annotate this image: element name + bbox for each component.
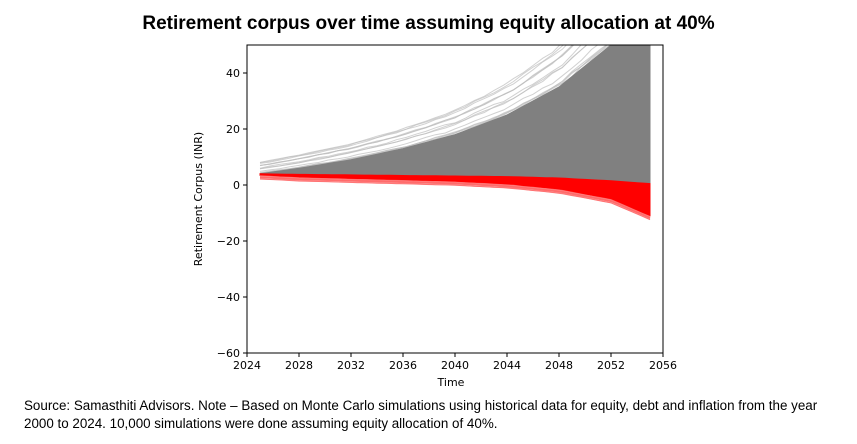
simulation-line bbox=[259, 175, 651, 217]
simulation-line bbox=[259, 45, 561, 163]
plot-area bbox=[259, 45, 651, 221]
source-note: Source: Samasthiti Advisors. Note – Base… bbox=[24, 398, 818, 431]
x-tick-label: 2036 bbox=[389, 359, 417, 372]
y-tick-label: −40 bbox=[217, 291, 240, 304]
x-axis-label: Time bbox=[437, 376, 465, 389]
x-tick-label: 2052 bbox=[597, 359, 625, 372]
y-tick-label: 0 bbox=[233, 179, 240, 192]
y-tick-label: 40 bbox=[226, 67, 240, 80]
simulation-line bbox=[259, 45, 599, 172]
simulation-line bbox=[259, 45, 568, 164]
simulation-line bbox=[259, 176, 651, 218]
simulation-line bbox=[259, 45, 574, 166]
y-axis-label: Retirement Corpus (INR) bbox=[192, 132, 205, 266]
y-axis: −60 −40 −20 0 20 40 bbox=[217, 67, 247, 360]
y-tick-label: −20 bbox=[217, 235, 240, 248]
x-tick-label: 2048 bbox=[545, 359, 573, 372]
x-tick-label: 2040 bbox=[441, 359, 469, 372]
simulation-line bbox=[259, 45, 582, 169]
x-tick-label: 2028 bbox=[285, 359, 313, 372]
y-tick-label: 20 bbox=[226, 123, 240, 136]
red-simulation-band bbox=[259, 173, 651, 217]
x-axis: 2024 2028 2032 2036 2040 2044 2048 2052 2056 bbox=[233, 353, 677, 372]
simulation-line bbox=[259, 177, 651, 219]
y-tick-label: −60 bbox=[217, 347, 240, 360]
x-tick-label: 2044 bbox=[493, 359, 521, 372]
x-tick-label: 2032 bbox=[337, 359, 365, 372]
x-tick-label: 2024 bbox=[233, 359, 261, 372]
chart-title: Retirement corpus over time assuming equ… bbox=[142, 13, 715, 34]
simulation-line bbox=[259, 45, 609, 174]
simulation-line bbox=[259, 178, 651, 220]
x-tick-label: 2056 bbox=[649, 359, 677, 372]
